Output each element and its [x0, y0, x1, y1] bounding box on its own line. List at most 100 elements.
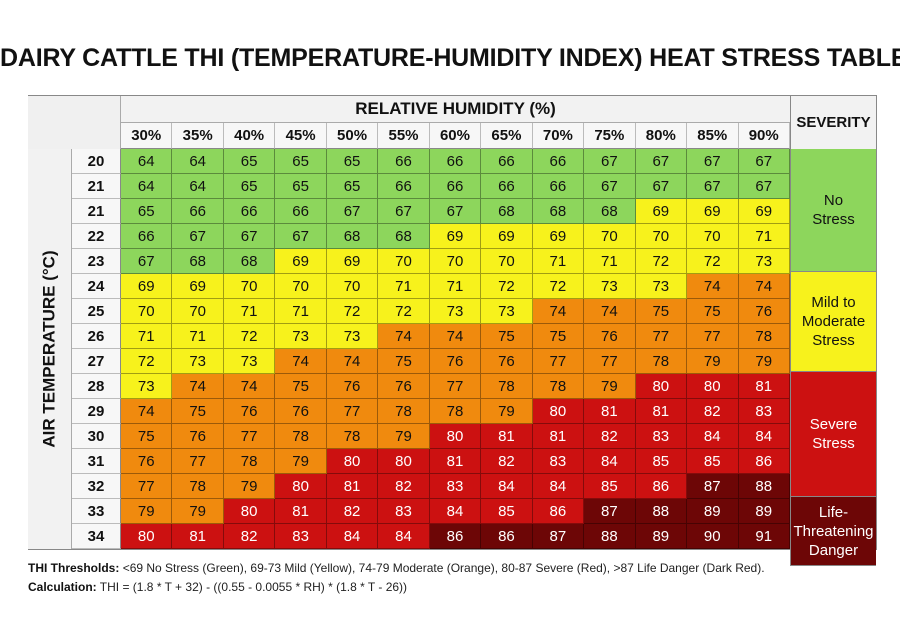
thi-cell: 73: [481, 299, 533, 324]
thi-cell: 77: [635, 324, 688, 349]
thi-cell: 68: [584, 199, 636, 224]
thi-cell: 67: [584, 149, 636, 174]
thi-cell: 80: [378, 449, 430, 474]
column-header-60: 60%: [429, 123, 482, 149]
thi-cell: 83: [275, 524, 327, 549]
thi-cell: 69: [738, 199, 790, 224]
thi-cell: 70: [635, 224, 688, 249]
thi-cell: 85: [635, 449, 688, 474]
thi-cell: 64: [121, 174, 173, 199]
thi-cell: 67: [738, 174, 790, 199]
severity-header: SEVERITY: [790, 96, 876, 149]
column-header-40: 40%: [223, 123, 276, 149]
thi-cell: 68: [481, 199, 533, 224]
thi-cell: 79: [275, 449, 327, 474]
column-header-55: 55%: [378, 123, 430, 149]
thi-cell: 86: [429, 524, 482, 549]
thi-cell: 69: [481, 224, 533, 249]
thi-cell: 89: [635, 524, 688, 549]
thi-cell: 89: [687, 499, 739, 524]
thi-cell: 72: [326, 299, 379, 324]
thi-cell: 70: [223, 274, 276, 299]
thresholds-text: <69 No Stress (Green), 69-73 Mild (Yello…: [122, 561, 765, 575]
thi-cell: 85: [687, 449, 739, 474]
thi-cell: 74: [532, 299, 585, 324]
thi-cell: 67: [326, 199, 379, 224]
thi-cell: 83: [532, 449, 585, 474]
table-corner: [28, 96, 121, 149]
thi-cell: 68: [172, 249, 224, 274]
thi-cell: 84: [738, 424, 790, 449]
thi-cell: 82: [326, 499, 379, 524]
thi-cell: 72: [532, 274, 585, 299]
thi-cell: 67: [687, 149, 739, 174]
column-header-30: 30%: [121, 123, 173, 149]
thi-cell: 69: [326, 249, 379, 274]
row-header: 23: [72, 249, 121, 274]
thi-cell: 73: [172, 349, 224, 374]
thi-cell: 81: [635, 399, 688, 424]
thi-cell: 80: [532, 399, 585, 424]
thi-cell: 87: [532, 524, 585, 549]
thi-cell: 69: [121, 274, 173, 299]
thi-cell: 70: [326, 274, 379, 299]
thi-cell: 87: [584, 499, 636, 524]
page-title: DAIRY CATTLE THI (TEMPERATURE-HUMIDITY I…: [0, 44, 900, 72]
thi-cell: 85: [584, 474, 636, 499]
row-header: 24: [72, 274, 121, 299]
thi-cell: 66: [532, 174, 585, 199]
thi-cell: 78: [378, 399, 430, 424]
row-header: 32: [72, 474, 121, 499]
thi-cell: 82: [687, 399, 739, 424]
thi-cell: 83: [429, 474, 482, 499]
thi-cell: 71: [584, 249, 636, 274]
thi-cell: 67: [738, 149, 790, 174]
thi-cell: 84: [326, 524, 379, 549]
thi-cell: 82: [223, 524, 276, 549]
thi-cell: 80: [326, 449, 379, 474]
thi-cell: 72: [635, 249, 688, 274]
thi-cell: 78: [532, 374, 585, 399]
thi-cell: 69: [429, 224, 482, 249]
thi-cell: 75: [121, 424, 173, 449]
thi-cell: 76: [326, 374, 379, 399]
thi-cell: 80: [635, 374, 688, 399]
thi-cell: 73: [326, 324, 379, 349]
thi-cell: 70: [378, 249, 430, 274]
thi-cell: 77: [687, 324, 739, 349]
thi-cell: 74: [326, 349, 379, 374]
thi-cell: 67: [635, 174, 688, 199]
thi-cell: 65: [223, 149, 276, 174]
thi-cell: 87: [687, 474, 739, 499]
thi-cell: 81: [275, 499, 327, 524]
thi-cell: 72: [481, 274, 533, 299]
calculation-text: THI = (1.8 * T + 32) - ((0.55 - 0.0055 *…: [99, 580, 408, 594]
row-header: 29: [72, 399, 121, 424]
thi-cell: 76: [275, 399, 327, 424]
thi-cell: 78: [481, 374, 533, 399]
thi-cell: 69: [687, 199, 739, 224]
thi-cell: 64: [121, 149, 173, 174]
severity-band: Mild to Moderate Stress: [790, 272, 876, 372]
thi-cell: 79: [481, 399, 533, 424]
thi-cell: 67: [172, 224, 224, 249]
thi-cell: 75: [635, 299, 688, 324]
thi-cell: 74: [429, 324, 482, 349]
thi-cell: 74: [275, 349, 327, 374]
thi-cell: 80: [429, 424, 482, 449]
thi-cell: 66: [378, 174, 430, 199]
thi-cell: 80: [223, 499, 276, 524]
thi-cell: 67: [687, 174, 739, 199]
thi-cell: 70: [275, 274, 327, 299]
thi-cell: 81: [172, 524, 224, 549]
thi-cell: 84: [687, 424, 739, 449]
thi-cell: 66: [481, 149, 533, 174]
thi-cell: 66: [378, 149, 430, 174]
thi-cell: 81: [584, 399, 636, 424]
thi-cell: 73: [635, 274, 688, 299]
thi-cell: 72: [121, 349, 173, 374]
thi-cell: 65: [326, 149, 379, 174]
row-header: 25: [72, 299, 121, 324]
thi-cell: 65: [223, 174, 276, 199]
thi-cell: 72: [223, 324, 276, 349]
